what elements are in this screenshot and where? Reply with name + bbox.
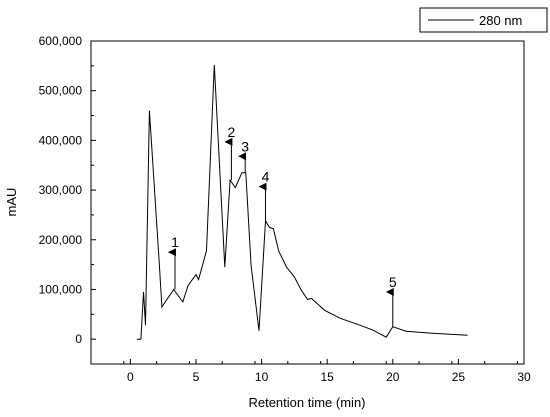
series-line-280nm bbox=[136, 64, 468, 340]
y-tick-label: 500,000 bbox=[39, 84, 83, 98]
x-tick-label: 5 bbox=[193, 370, 200, 384]
peak-annotations: 1 234 5 bbox=[167, 124, 397, 327]
plot-area bbox=[90, 40, 525, 365]
peak-label: 5 bbox=[389, 274, 397, 290]
x-tick-label: 0 bbox=[127, 370, 134, 384]
x-axis-label: Retention time (min) bbox=[248, 395, 365, 410]
y-tick-label: 400,000 bbox=[39, 133, 83, 147]
x-tick-label: 25 bbox=[452, 370, 466, 384]
peak-label: 4 bbox=[262, 169, 270, 185]
x-axis: 0 5 10 15 20 25 30 bbox=[90, 359, 531, 384]
y-axis-label: mAU bbox=[4, 188, 19, 217]
y-axis: 0 100,000 200,000 300,000 400,000 500,000 600,… bbox=[39, 34, 96, 365]
x-tick-label: 20 bbox=[386, 370, 400, 384]
legend-label: 280 nm bbox=[479, 13, 522, 28]
peak-label: 2 bbox=[227, 124, 235, 140]
y-tick-label: 100,000 bbox=[39, 282, 83, 296]
peak-label: 3 bbox=[241, 138, 249, 154]
legend: 280 nm bbox=[419, 7, 548, 33]
peak-label: 1 bbox=[171, 234, 179, 250]
y-tick-label: 200,000 bbox=[39, 233, 83, 247]
x-tick-label: 10 bbox=[255, 370, 269, 384]
y-tick-label: 0 bbox=[75, 332, 82, 346]
y-tick-label: 600,000 bbox=[39, 34, 83, 48]
x-tick-label: 15 bbox=[321, 370, 335, 384]
y-tick-label: 300,000 bbox=[39, 183, 83, 197]
x-tick-label: 30 bbox=[517, 370, 531, 384]
